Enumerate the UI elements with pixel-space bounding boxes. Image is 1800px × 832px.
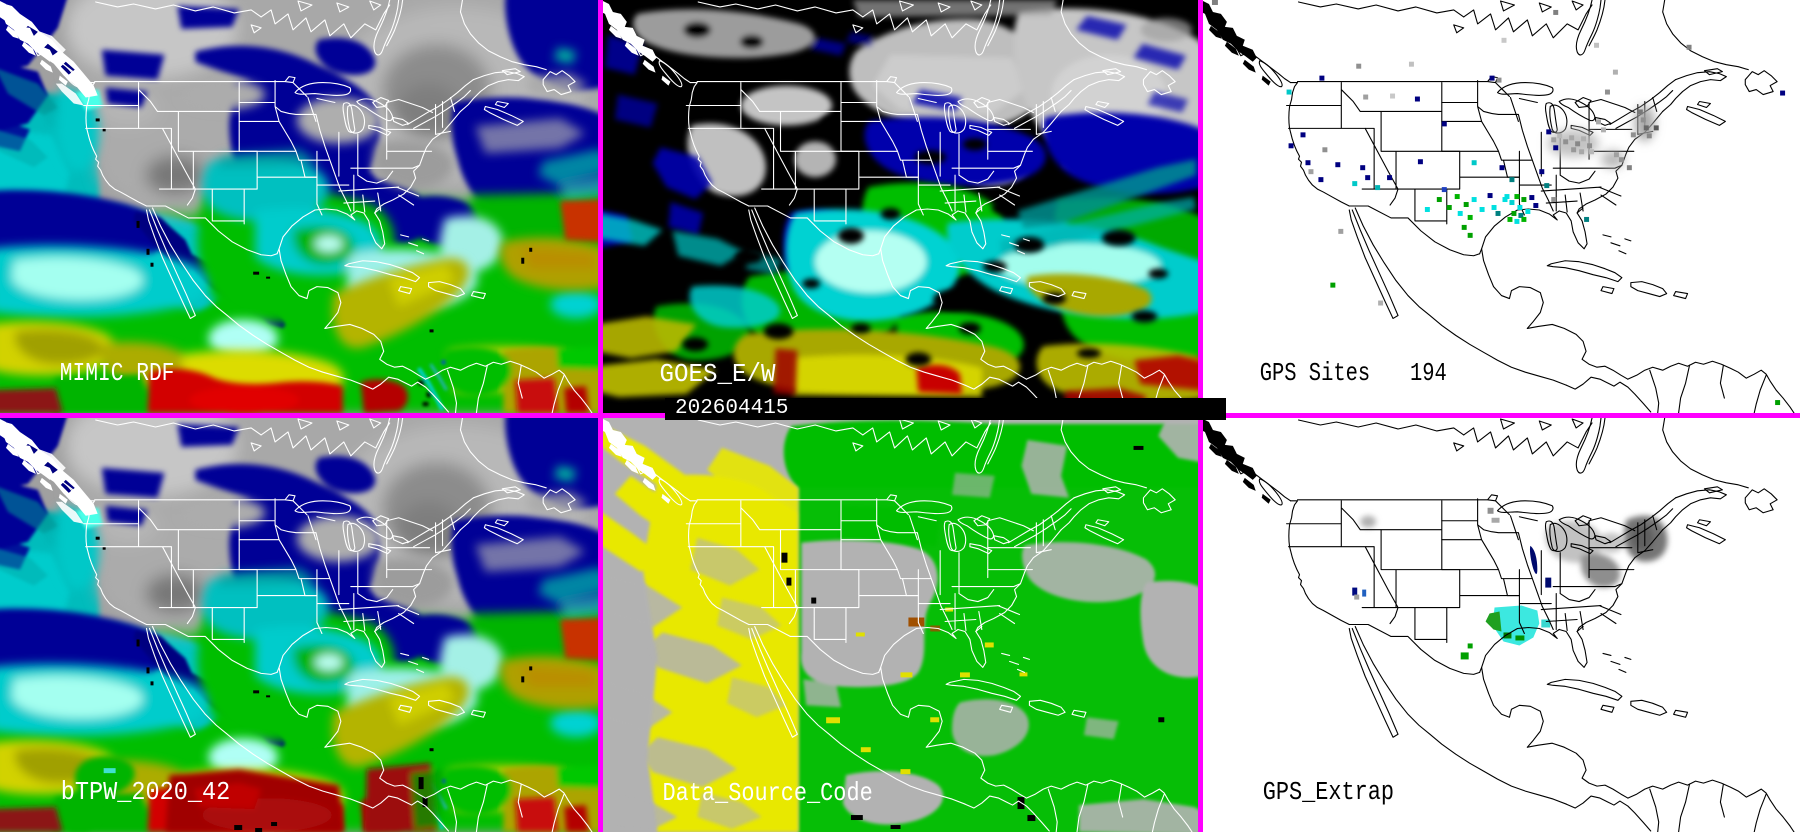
svg-text:bTPW_2020_42: bTPW_2020_42: [61, 777, 230, 807]
svg-text:Data_Source_Code: Data_Source_Code: [663, 778, 873, 808]
svg-text:GOES_E/W: GOES_E/W: [660, 360, 777, 389]
svg-text:GPS_Extrap: GPS_Extrap: [1263, 777, 1394, 807]
svg-text:GPS Sites: GPS Sites: [1260, 358, 1370, 388]
svg-text:194: 194: [1410, 358, 1447, 388]
svg-text:MIMIC RDF: MIMIC RDF: [60, 358, 175, 388]
